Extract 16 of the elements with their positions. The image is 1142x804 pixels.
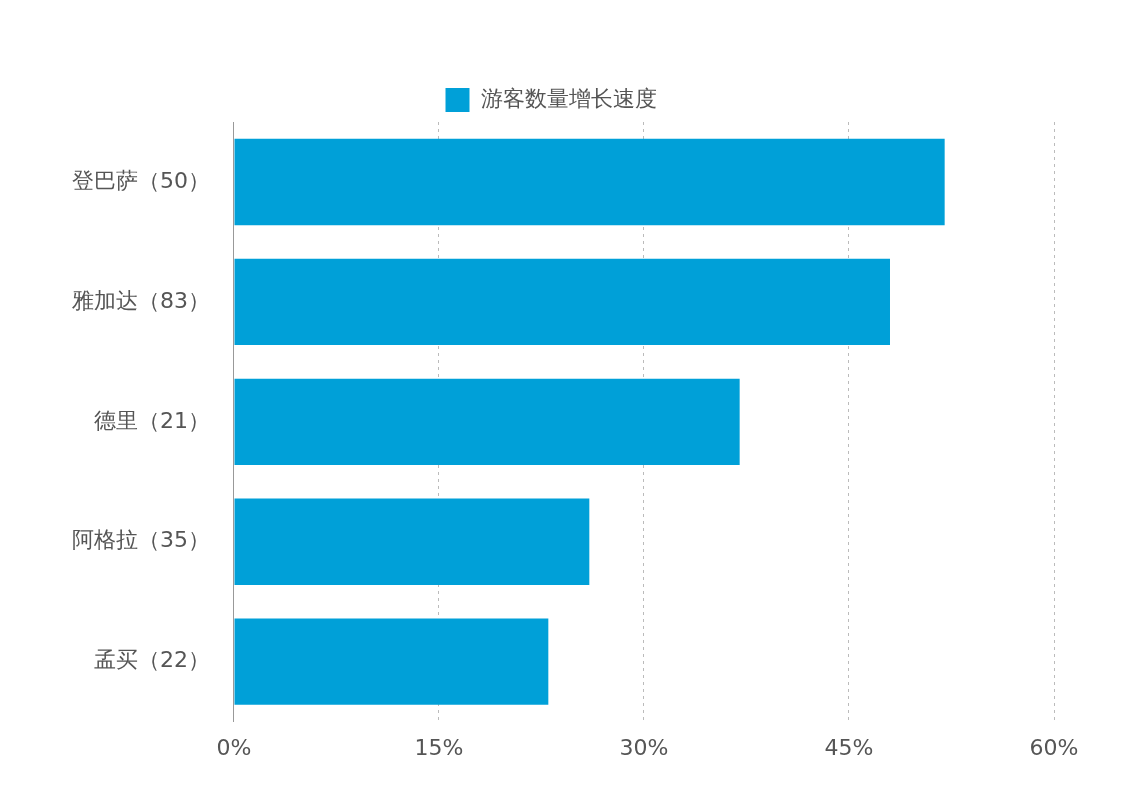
y-tick-label: 登巴萨（50） bbox=[71, 167, 210, 193]
bar bbox=[234, 618, 549, 705]
y-tick-label: 阿格拉（35） bbox=[71, 527, 210, 553]
x-tick-label: 30% bbox=[619, 734, 669, 760]
y-tick-label: 德里（21） bbox=[93, 407, 210, 433]
x-tick-label: 0% bbox=[216, 734, 252, 760]
x-tick-label: 60% bbox=[1029, 734, 1079, 760]
y-tick-label: 雅加达（83） bbox=[71, 287, 210, 313]
bar bbox=[234, 138, 945, 226]
legend-label: 游客数量增长速度 bbox=[480, 85, 657, 111]
x-tick-label: 45% bbox=[824, 734, 874, 760]
bar bbox=[234, 258, 890, 346]
x-tick-label: 15% bbox=[414, 734, 464, 760]
y-tick-label: 孟买（22） bbox=[93, 647, 210, 673]
bar bbox=[234, 498, 590, 585]
bar bbox=[234, 378, 740, 465]
